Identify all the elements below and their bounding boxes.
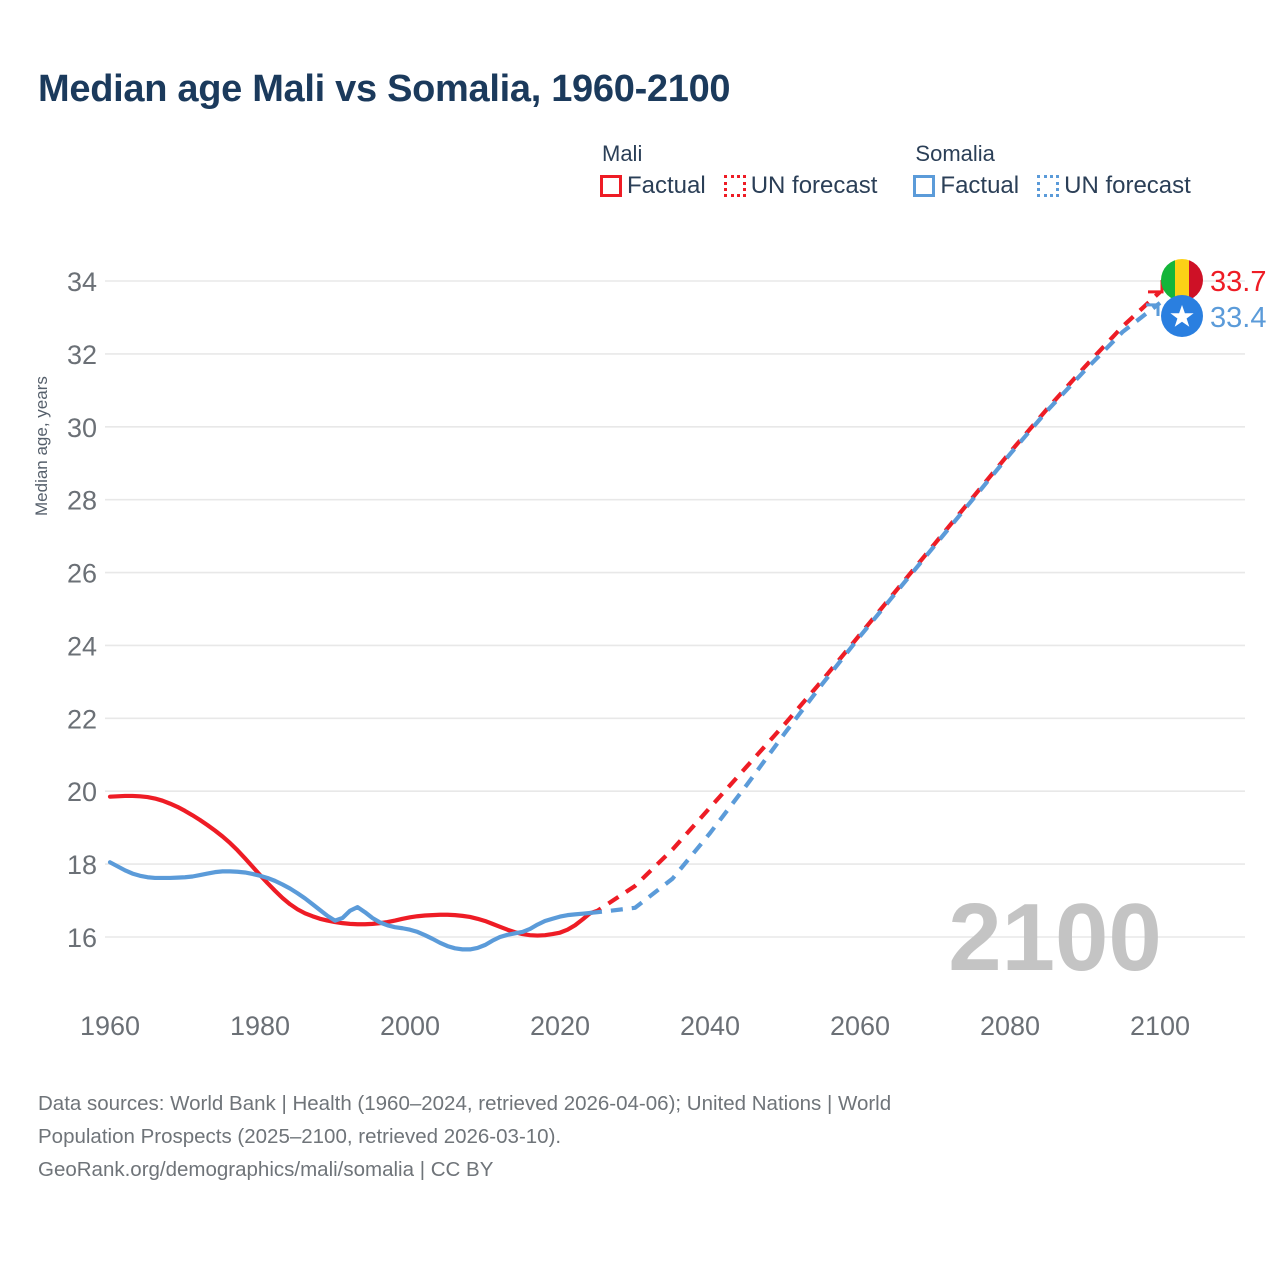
legend-swatch-solid-icon bbox=[913, 175, 936, 197]
legend-item-mali-factual[interactable]: Factual bbox=[600, 174, 706, 198]
legend-label-somalia-factual: Factual bbox=[940, 172, 1020, 199]
legend-group-mali: Mali Factual UN forecast bbox=[600, 143, 877, 198]
y-tick-label: 16 bbox=[67, 923, 97, 953]
x-tick-label: 2040 bbox=[680, 1011, 740, 1041]
x-tick-label: 1980 bbox=[230, 1011, 290, 1041]
y-tick-label: 34 bbox=[67, 267, 97, 297]
footer-line-3[interactable]: GeoRank.org/demographics/mali/somalia | … bbox=[38, 1158, 494, 1182]
y-tick-label: 18 bbox=[67, 850, 97, 880]
data-series-lines bbox=[107, 290, 1162, 952]
legend-items-mali: Factual UN forecast bbox=[600, 174, 877, 198]
footer-line-2: Population Prospects (2025–2100, retriev… bbox=[38, 1125, 562, 1149]
y-axis-ticks: 16 18 20 22 24 26 28 30 32 34 bbox=[67, 267, 97, 953]
legend-item-somalia-factual[interactable]: Factual bbox=[913, 174, 1019, 198]
y-tick-label: 30 bbox=[67, 413, 97, 443]
x-tick-label: 2060 bbox=[830, 1011, 890, 1041]
somalia-flag-icon bbox=[1161, 295, 1203, 337]
legend-item-mali-forecast[interactable]: UN forecast bbox=[723, 172, 878, 199]
legend-label-mali-factual: Factual bbox=[627, 172, 706, 199]
somalia-end-value: 33.4 bbox=[1210, 302, 1266, 334]
mali-factual-line bbox=[107, 793, 593, 938]
y-tick-label: 26 bbox=[67, 559, 97, 589]
legend-swatch-dotted-icon bbox=[723, 175, 746, 197]
somalia-forecast-line bbox=[589, 301, 1162, 916]
watermark-year: 2100 bbox=[948, 884, 1162, 991]
mali-flag-icon bbox=[1161, 259, 1203, 301]
x-tick-label: 2000 bbox=[380, 1011, 440, 1041]
x-tick-label: 1960 bbox=[80, 1011, 140, 1041]
x-tick-label: 2080 bbox=[980, 1011, 1040, 1041]
x-tick-label: 2100 bbox=[1130, 1011, 1190, 1041]
mali-end-value: 33.7 bbox=[1210, 266, 1266, 298]
mali-forecast-line bbox=[589, 290, 1162, 916]
legend-country-mali: Mali bbox=[602, 141, 643, 166]
somalia-leader-line bbox=[1146, 303, 1160, 316]
legend-swatch-solid-icon bbox=[600, 175, 622, 197]
gridlines bbox=[105, 280, 1245, 938]
legend-label-somalia-forecast: UN forecast bbox=[1064, 172, 1191, 199]
footer-sources: Data sources: World Bank | Health (1960–… bbox=[38, 1087, 1218, 1187]
legend-items-somalia: Factual UN forecast bbox=[913, 174, 1191, 198]
legend-country-somalia: Somalia bbox=[915, 141, 995, 166]
legend-group-somalia: Somalia Factual UN forecast bbox=[913, 141, 1191, 198]
somalia-factual-line bbox=[107, 860, 593, 952]
chart-legend: Mali Factual UN forecast Somalia Factual bbox=[600, 143, 1191, 198]
page-title: Median age Mali vs Somalia, 1960-2100 bbox=[38, 68, 731, 110]
y-tick-label: 22 bbox=[67, 704, 97, 734]
footer-line-1: Data sources: World Bank | Health (1960–… bbox=[38, 1092, 892, 1115]
legend-swatch-dotted-icon bbox=[1037, 175, 1060, 197]
legend-item-somalia-forecast[interactable]: UN forecast bbox=[1037, 174, 1191, 198]
y-tick-label: 28 bbox=[67, 486, 97, 516]
x-tick-label: 2020 bbox=[530, 1011, 590, 1041]
y-tick-label: 32 bbox=[67, 340, 97, 370]
legend-label-mali-forecast: UN forecast bbox=[750, 172, 878, 199]
y-tick-label: 20 bbox=[67, 777, 97, 807]
y-tick-label: 24 bbox=[67, 631, 97, 661]
x-axis-ticks: 1960 1980 2000 2020 2040 2060 2080 2100 bbox=[80, 1011, 1190, 1041]
